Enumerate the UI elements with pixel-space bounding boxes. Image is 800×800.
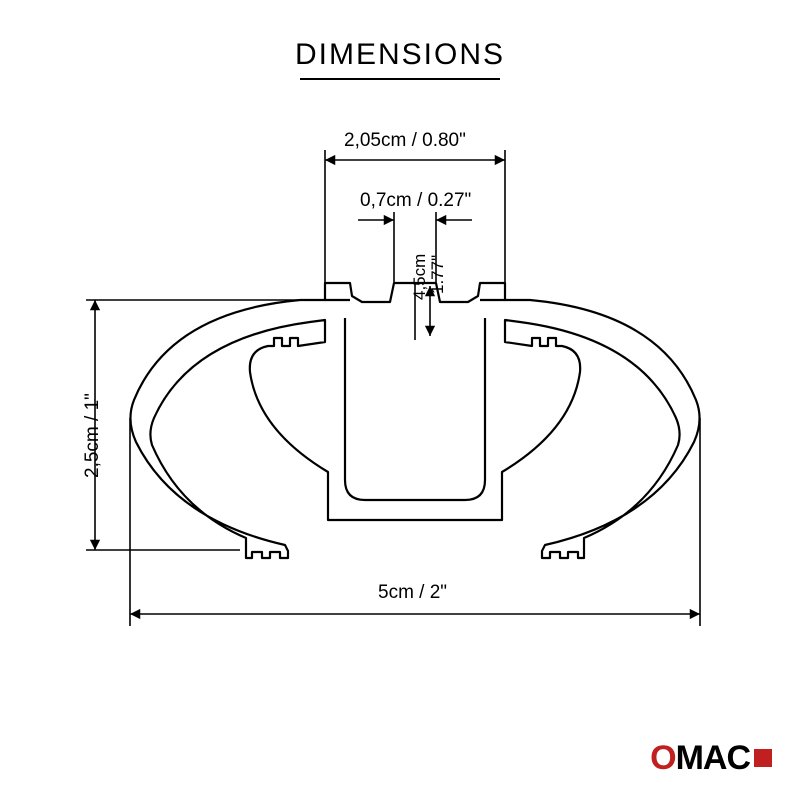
brand-logo: OMAC	[650, 739, 772, 778]
logo-square-icon	[754, 749, 772, 767]
extension-lines	[86, 150, 700, 626]
dimension-arrows	[95, 160, 700, 614]
dim-depth-a: 4,5cm	[410, 254, 430, 300]
dim-top-outer: 2,05cm / 0.80"	[344, 130, 466, 152]
dim-width-bottom: 5cm / 2"	[378, 582, 447, 604]
logo-rest: MAC	[676, 739, 750, 777]
technical-drawing	[0, 0, 800, 800]
diagram-canvas: DIMENSIONS	[0, 0, 800, 800]
dim-height-left: 2,5cm / 1"	[82, 393, 104, 478]
dim-top-inner: 0,7cm / 0.27"	[360, 190, 471, 212]
dim-depth-b: 1.77"	[428, 255, 448, 294]
logo-letter-o: O	[650, 739, 675, 777]
